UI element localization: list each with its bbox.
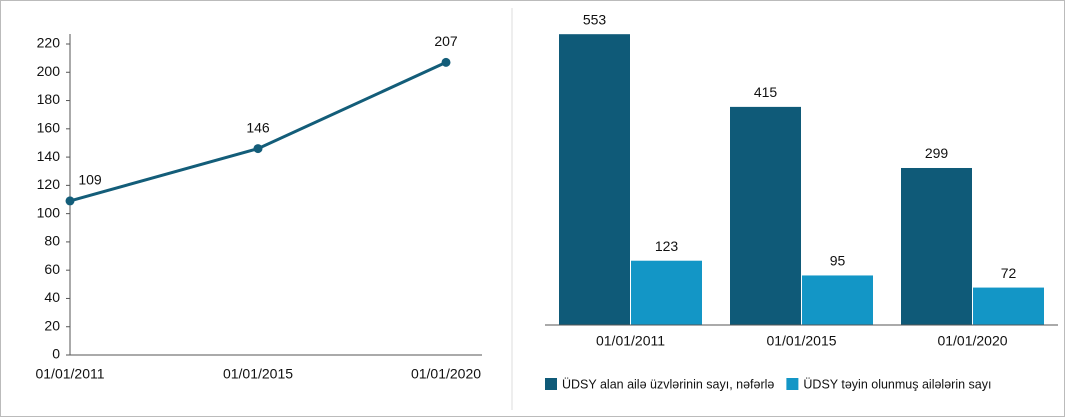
y-tick-label: 140: [37, 148, 61, 164]
y-tick-label: 80: [44, 233, 60, 249]
x-tick-label: 01/01/2015: [766, 333, 836, 349]
data-label: 123: [655, 238, 679, 254]
legend-swatch: [786, 378, 799, 390]
y-tick-label: 100: [37, 204, 61, 220]
bar: [558, 33, 631, 326]
x-tick-label: 01/01/2020: [411, 366, 481, 382]
data-label: 109: [78, 172, 102, 188]
y-tick-label: 160: [37, 120, 61, 136]
y-tick-label: 40: [44, 289, 60, 305]
point: [253, 144, 263, 154]
data-label: 299: [925, 145, 949, 161]
legend-label: ÜDSY təyin olunmuş ailələrin sayı: [803, 377, 991, 391]
y-tick-label: 20: [44, 317, 60, 333]
y-tick-label: 120: [37, 176, 61, 192]
bar: [972, 286, 1045, 326]
point: [65, 196, 75, 206]
y-tick-label: 60: [44, 261, 60, 277]
bar: [801, 274, 874, 326]
data-label: 95: [830, 253, 846, 269]
legend-label: ÜDSY alan ailə üzvlərinin sayı, nəfərlə: [562, 377, 774, 391]
x-tick-label: 01/01/2011: [596, 333, 665, 349]
data-label: 415: [754, 84, 778, 100]
data-label: 146: [246, 119, 270, 135]
x-tick-label: 01/01/2011: [35, 366, 104, 382]
data-label: 553: [583, 11, 607, 27]
point: [441, 57, 451, 67]
y-tick-label: 180: [37, 91, 61, 107]
bar: [729, 105, 802, 326]
y-tick-label: 220: [37, 35, 61, 51]
bar: [900, 166, 973, 326]
data-label: 207: [434, 33, 458, 49]
y-tick-label: 200: [37, 63, 61, 79]
bar: [630, 259, 703, 326]
x-tick-label: 01/01/2020: [937, 333, 1007, 349]
y-tick-label: 0: [52, 346, 60, 362]
x-tick-label: 01/01/2015: [223, 366, 293, 382]
data-label: 72: [1001, 265, 1017, 281]
legend-swatch: [545, 378, 557, 390]
